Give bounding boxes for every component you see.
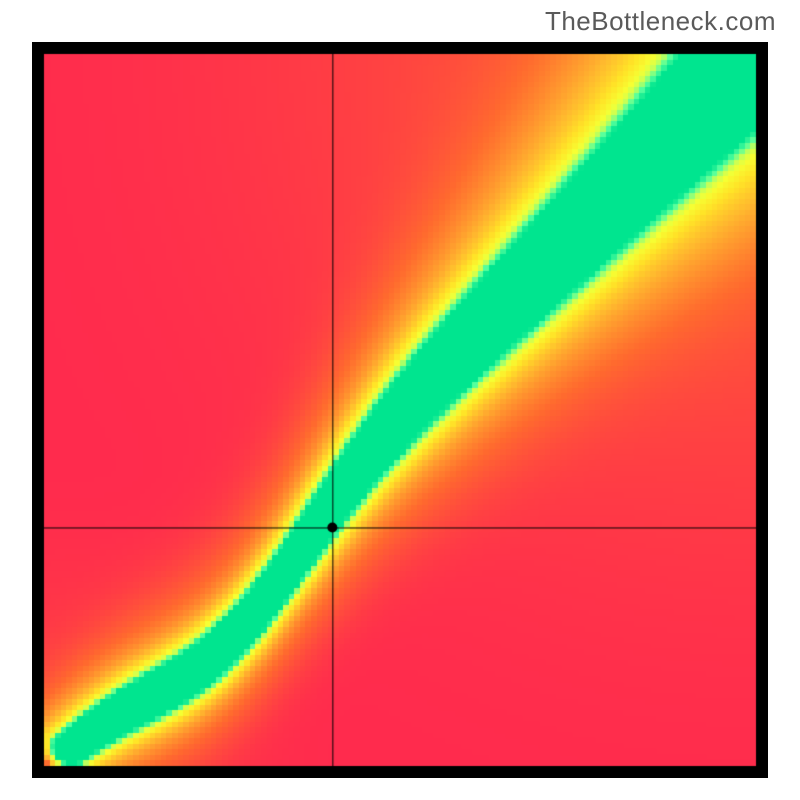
plot-area — [32, 42, 768, 778]
attribution-text: TheBottleneck.com — [545, 6, 776, 37]
heatmap-canvas — [32, 42, 768, 778]
page-container: TheBottleneck.com — [0, 0, 800, 800]
